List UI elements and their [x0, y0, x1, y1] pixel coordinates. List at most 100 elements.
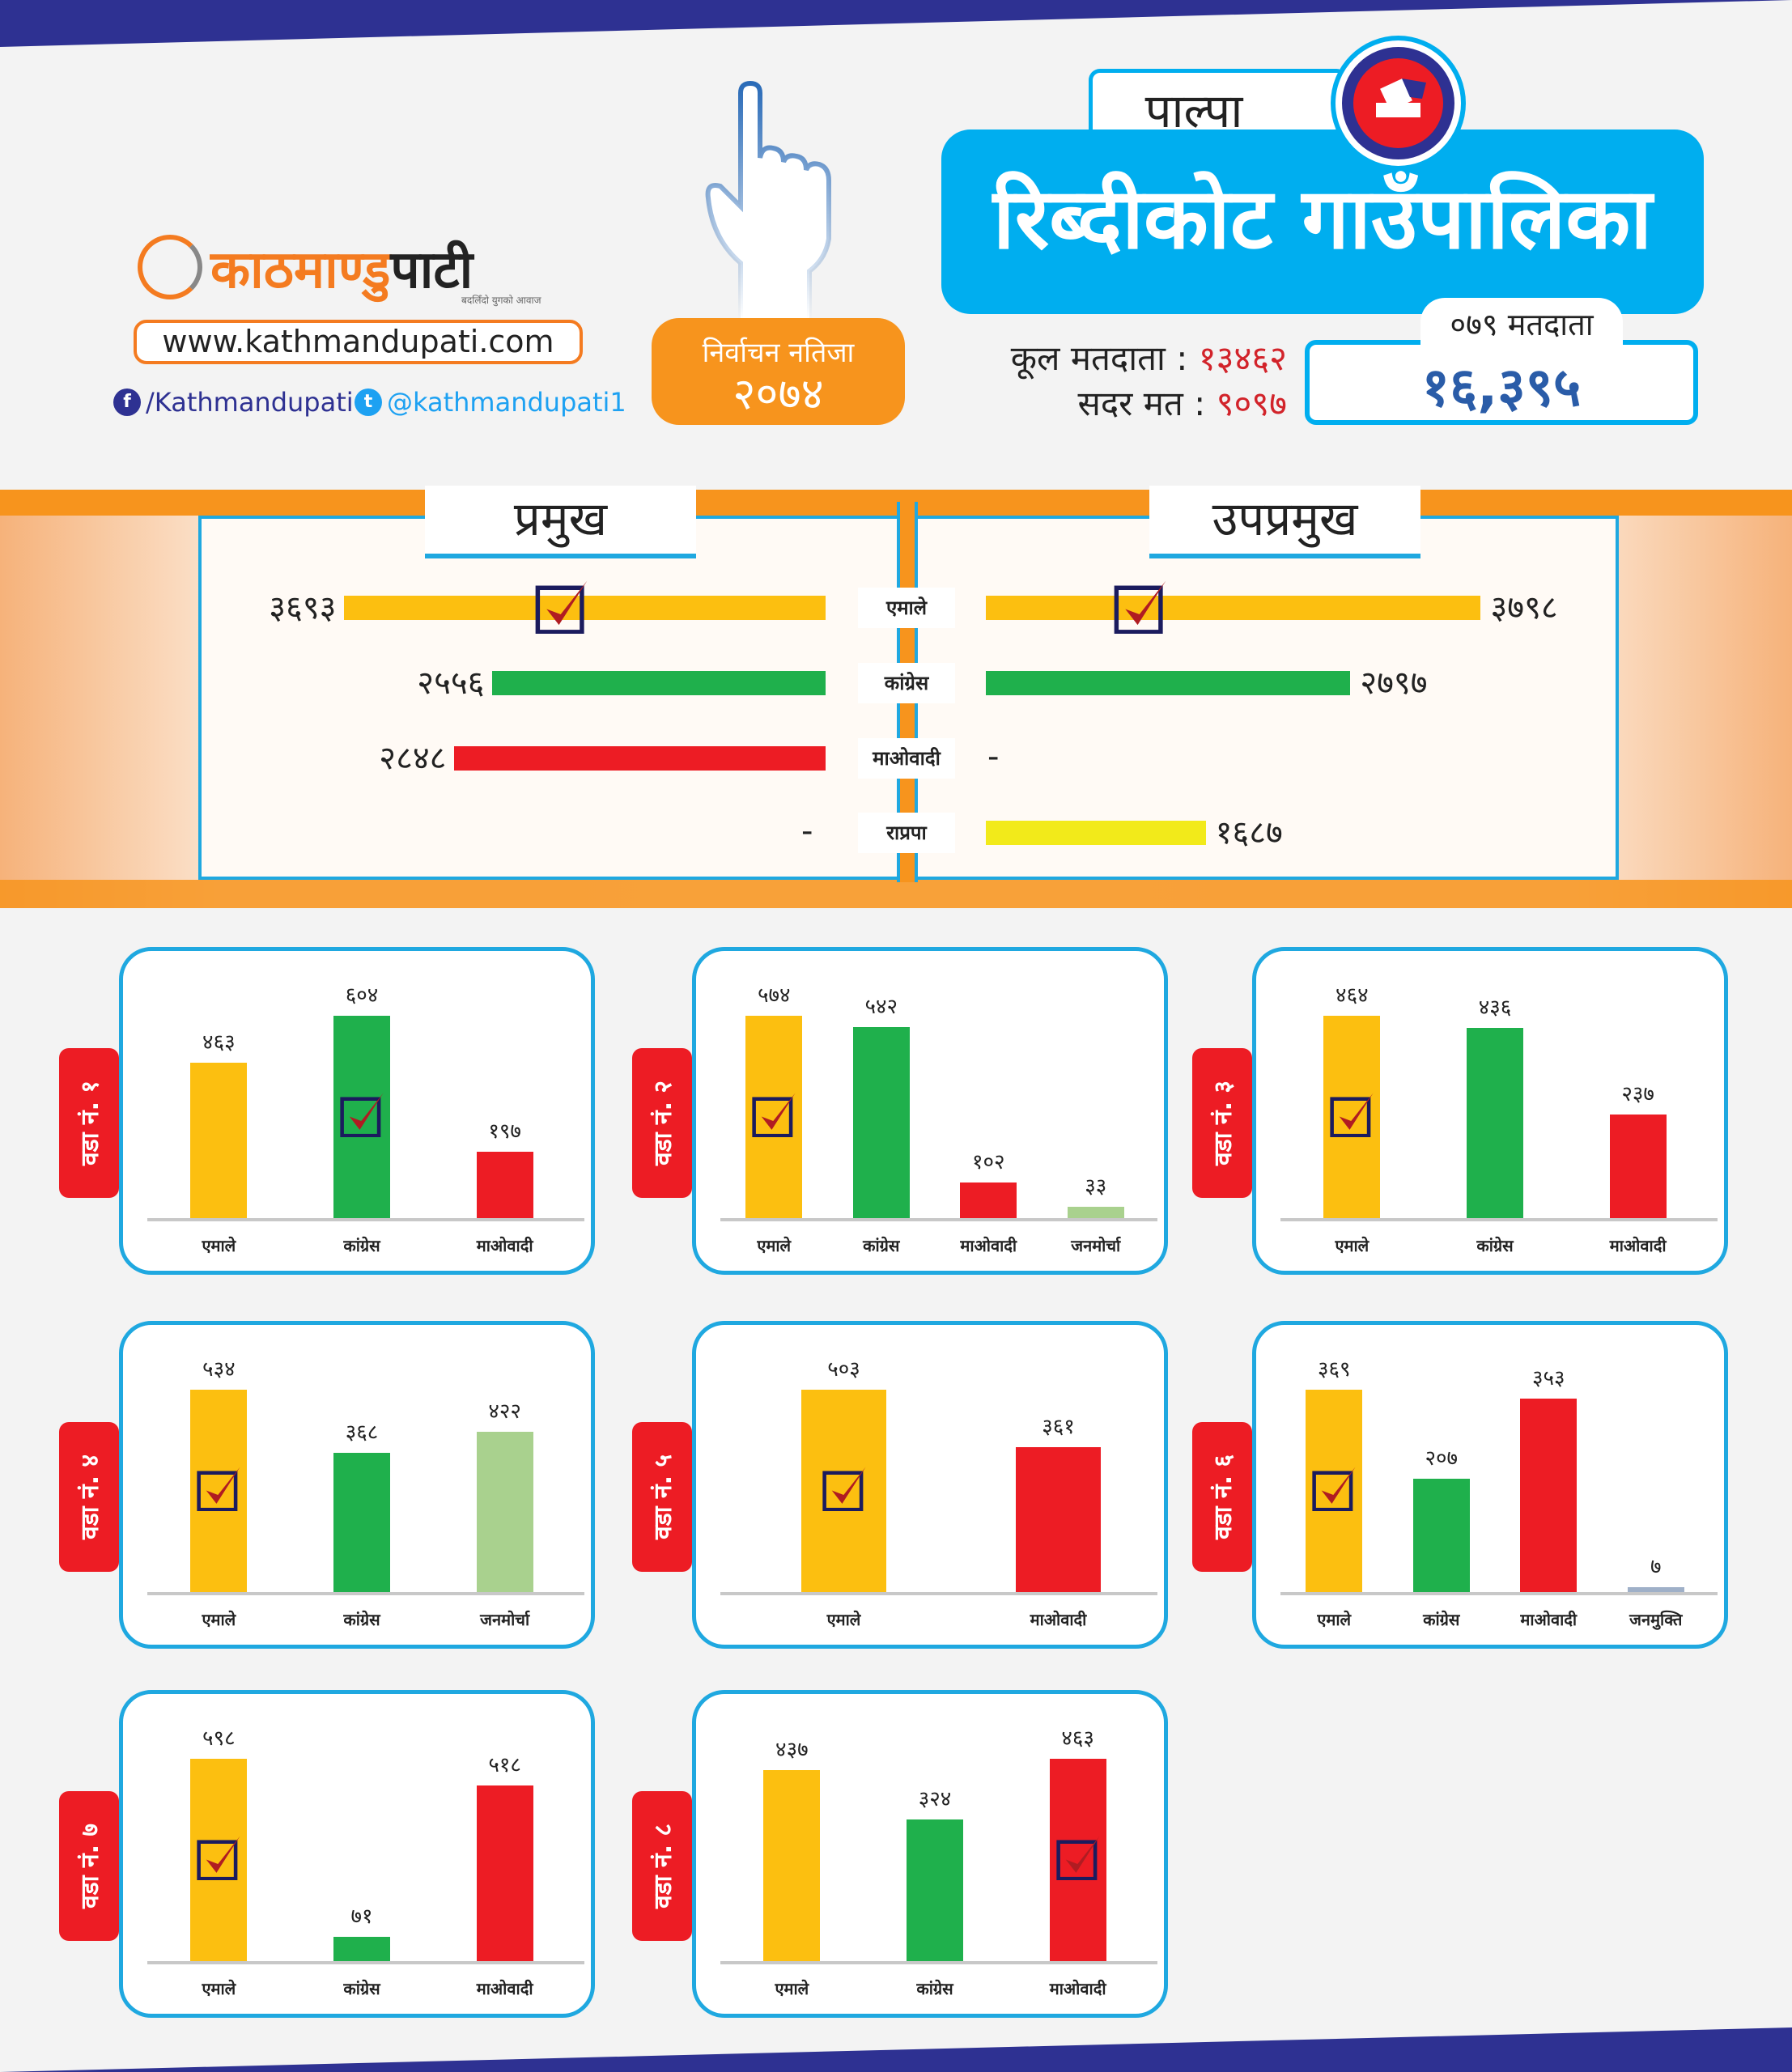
ward-vote-count: ५०३ [827, 1357, 860, 1382]
website-link[interactable]: www.kathmandupati.com [134, 320, 583, 364]
ward-bar [1016, 1446, 1101, 1592]
chart-baseline [720, 1961, 1157, 1964]
ward-vote-count: ३३ [1085, 1174, 1107, 1199]
ward-tab: वडा नं. १ [59, 1048, 119, 1198]
ward-party-label: एमाले [202, 1610, 236, 1629]
ward-number: वडा नं. १ [76, 1080, 105, 1166]
ward-party-label: कांग्रेस [1476, 1236, 1514, 1255]
ward-bar [333, 1452, 390, 1592]
vote-count: - [987, 738, 1000, 775]
ward-tab: वडा नं. ४ [59, 1422, 119, 1572]
result-bar [344, 596, 826, 620]
winner-check-icon [534, 575, 592, 635]
logo-text-black: पाटी [390, 240, 473, 300]
ward-bar [476, 1152, 533, 1218]
ward-party-label: माओवादी [476, 1979, 533, 1998]
ward-vote-count: ३५३ [1531, 1365, 1565, 1391]
voter-stats: कूल मतदाता : १३४६२ सदर मत : ९०९७ [939, 336, 1287, 427]
globe-tower-icon [138, 235, 202, 299]
ward-party-label: माओवादी [476, 1236, 533, 1255]
ward-bar [1412, 1478, 1470, 1592]
ward-vote-count: ६०४ [345, 983, 379, 1008]
ward-vote-count: ४२२ [488, 1399, 521, 1424]
badge-year: २०७४ [733, 368, 824, 419]
ward-bar [1627, 1587, 1684, 1592]
twitter-handle: @kathmandupati1 [387, 387, 626, 418]
ward-card: ५३४ एमाले ३६८ कांग्रेस ४२२ जनमोर्चा [119, 1321, 595, 1649]
chart-baseline [147, 1218, 584, 1221]
ward-vote-count: २३७ [1621, 1082, 1654, 1107]
ward-party-label: माओवादी [1030, 1610, 1087, 1629]
party-label: माओवादी [858, 738, 955, 779]
municipality-title: रिब्दीकोट गाउँपालिका [941, 130, 1704, 314]
ward-bar [190, 1063, 248, 1218]
ward-party-label: माओवादी [960, 1236, 1017, 1255]
ward-party-label: जनमोर्चा [480, 1610, 530, 1629]
ward-tab: वडा नं. ५ [632, 1422, 692, 1572]
ward-number: वडा नं. ३ [1209, 1080, 1238, 1166]
ward-card: ५९८ एमाले ७१ कांग्रेस ५१८ माओवादी [119, 1690, 595, 2018]
ward-vote-count: १०२ [971, 1149, 1005, 1174]
vote-count: १६८७ [1215, 814, 1283, 851]
ward-party-label: कांग्रेस [1423, 1610, 1460, 1629]
result-bar [986, 596, 1481, 620]
winner-check-icon [822, 1463, 870, 1512]
ward-bar [476, 1785, 533, 1961]
ward-vote-count: ४६३ [202, 1030, 236, 1055]
winner-check-icon [1055, 1832, 1104, 1881]
bottom-decor-strip [0, 2027, 1792, 2072]
vote-count: ३७९८ [1490, 589, 1558, 626]
voters-079-value: १६,३९५ [1305, 340, 1698, 425]
ward-party-label: कांग्रेस [343, 1610, 380, 1629]
ward-tab: वडा नं. ३ [1192, 1048, 1252, 1198]
party-label: कांग्रेस [858, 663, 955, 703]
ward-vote-count: ५३४ [202, 1357, 236, 1382]
ward-tab: वडा नं. ७ [59, 1791, 119, 1941]
ward-vote-count: ३६१ [1042, 1414, 1075, 1439]
ward-party-label: एमाले [757, 1236, 792, 1255]
ward-party-label: माओवादी [1049, 1979, 1106, 1998]
ward-bar [960, 1182, 1017, 1218]
chart-baseline [147, 1592, 584, 1595]
winner-check-icon [751, 1089, 800, 1138]
ward-bar [907, 1819, 963, 1961]
ward-party-label: एमाले [202, 1979, 236, 1998]
ward-party-label: कांग्रेस [863, 1236, 900, 1255]
winner-check-icon [196, 1463, 244, 1512]
ward-party-label: कांग्रेस [343, 1979, 380, 1998]
ward-party-label: एमाले [826, 1610, 861, 1629]
winner-check-icon [1329, 1089, 1378, 1138]
ward-vote-count: ७१ [350, 1904, 373, 1930]
chart-baseline [147, 1961, 584, 1964]
ward-vote-count: १९७ [488, 1119, 521, 1144]
top-decor-strip [0, 0, 1792, 47]
chart-baseline [1280, 1592, 1718, 1595]
band-top-bar [0, 490, 1792, 516]
result-bar [986, 671, 1351, 695]
facebook-link[interactable]: f/Kathmandupati [113, 387, 354, 418]
vote-count: ३६९३ [269, 589, 337, 626]
ward-number: वडा नं. ५ [649, 1454, 678, 1540]
ward-tab: वडा नं. ६ [1192, 1422, 1252, 1572]
vote-count: २८४८ [379, 740, 447, 777]
ward-card: ३६९ एमाले २०७ कांग्रेस ३५३ माओवादी ७ जनमुक्ति [1252, 1321, 1728, 1649]
ward-number: वडा नं. ८ [649, 1823, 678, 1909]
ward-party-label: जनमुक्ति [1629, 1610, 1683, 1629]
ward-card: ५७४ एमाले ५४२ कांग्रेस १०२ माओवादी ३३ जनमोर्चा [692, 947, 1168, 1275]
total-voters-label: कूल मतदाता : [1010, 338, 1188, 378]
election-result-badge: निर्वाचन नतिजा २०७४ [652, 318, 905, 425]
party-label: एमाले [858, 588, 955, 628]
ward-party-label: जनमोर्चा [1071, 1236, 1121, 1255]
vote-count: २५५६ [417, 664, 485, 702]
total-voters-value: १३४६२ [1198, 338, 1287, 378]
brand-logo[interactable]: काठमाण्डु पाटी [138, 223, 558, 312]
voters-079-label: ०७९ मतदाता [1420, 298, 1623, 351]
ward-vote-count: ४३७ [775, 1738, 809, 1763]
winner-check-icon [196, 1832, 244, 1881]
ward-tab: वडा नं. २ [632, 1048, 692, 1198]
facebook-handle: /Kathmandupati [146, 387, 354, 418]
ward-bar [476, 1432, 533, 1592]
ward-vote-count: ३६८ [345, 1420, 379, 1445]
twitter-link[interactable]: t @kathmandupati1 [355, 387, 626, 418]
ward-party-label: कांग्रेस [343, 1236, 380, 1255]
